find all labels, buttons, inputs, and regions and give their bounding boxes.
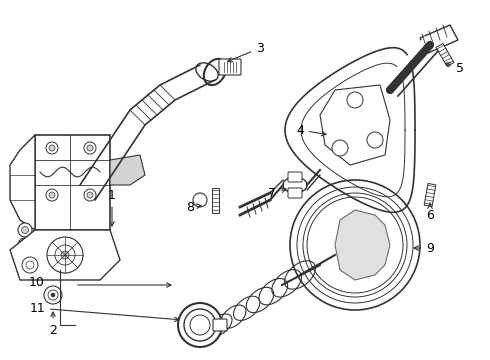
Circle shape xyxy=(347,92,363,108)
Polygon shape xyxy=(335,210,390,280)
Circle shape xyxy=(332,140,348,156)
Circle shape xyxy=(46,189,58,201)
Polygon shape xyxy=(110,155,145,185)
Circle shape xyxy=(44,286,62,304)
Text: 11: 11 xyxy=(29,302,179,321)
Polygon shape xyxy=(420,25,458,53)
Circle shape xyxy=(178,303,222,347)
FancyBboxPatch shape xyxy=(288,172,302,182)
FancyBboxPatch shape xyxy=(213,319,227,331)
Circle shape xyxy=(18,238,32,252)
Circle shape xyxy=(84,142,96,154)
Text: 3: 3 xyxy=(228,41,264,62)
Text: 4: 4 xyxy=(296,123,326,136)
Text: 6: 6 xyxy=(426,203,434,221)
Circle shape xyxy=(22,226,28,234)
Polygon shape xyxy=(10,230,120,280)
Polygon shape xyxy=(35,135,110,230)
Circle shape xyxy=(193,193,207,207)
Circle shape xyxy=(46,142,58,154)
Text: 10: 10 xyxy=(29,275,45,288)
FancyBboxPatch shape xyxy=(288,188,302,198)
Circle shape xyxy=(367,132,383,148)
Polygon shape xyxy=(436,44,454,67)
Circle shape xyxy=(48,290,58,300)
Text: 9: 9 xyxy=(414,242,434,255)
Text: 8: 8 xyxy=(186,201,201,213)
Circle shape xyxy=(61,251,69,259)
Circle shape xyxy=(22,257,38,273)
Circle shape xyxy=(303,193,407,297)
Polygon shape xyxy=(10,135,35,230)
Circle shape xyxy=(297,187,413,303)
Circle shape xyxy=(190,315,210,335)
Circle shape xyxy=(87,145,93,151)
Circle shape xyxy=(22,242,28,248)
Circle shape xyxy=(290,180,420,310)
Circle shape xyxy=(49,145,55,151)
Polygon shape xyxy=(424,184,436,207)
Circle shape xyxy=(87,192,93,198)
Circle shape xyxy=(18,223,32,237)
Circle shape xyxy=(55,245,75,265)
Text: 5: 5 xyxy=(446,62,464,75)
Circle shape xyxy=(84,189,96,201)
Circle shape xyxy=(307,197,403,293)
Polygon shape xyxy=(320,85,390,165)
Polygon shape xyxy=(212,188,219,212)
Circle shape xyxy=(49,192,55,198)
Circle shape xyxy=(26,261,34,269)
Text: 1: 1 xyxy=(108,189,116,226)
FancyBboxPatch shape xyxy=(219,59,241,75)
Circle shape xyxy=(51,293,55,297)
Text: 2: 2 xyxy=(49,312,57,337)
Text: 7: 7 xyxy=(268,186,286,199)
Circle shape xyxy=(184,309,216,341)
Circle shape xyxy=(47,237,83,273)
